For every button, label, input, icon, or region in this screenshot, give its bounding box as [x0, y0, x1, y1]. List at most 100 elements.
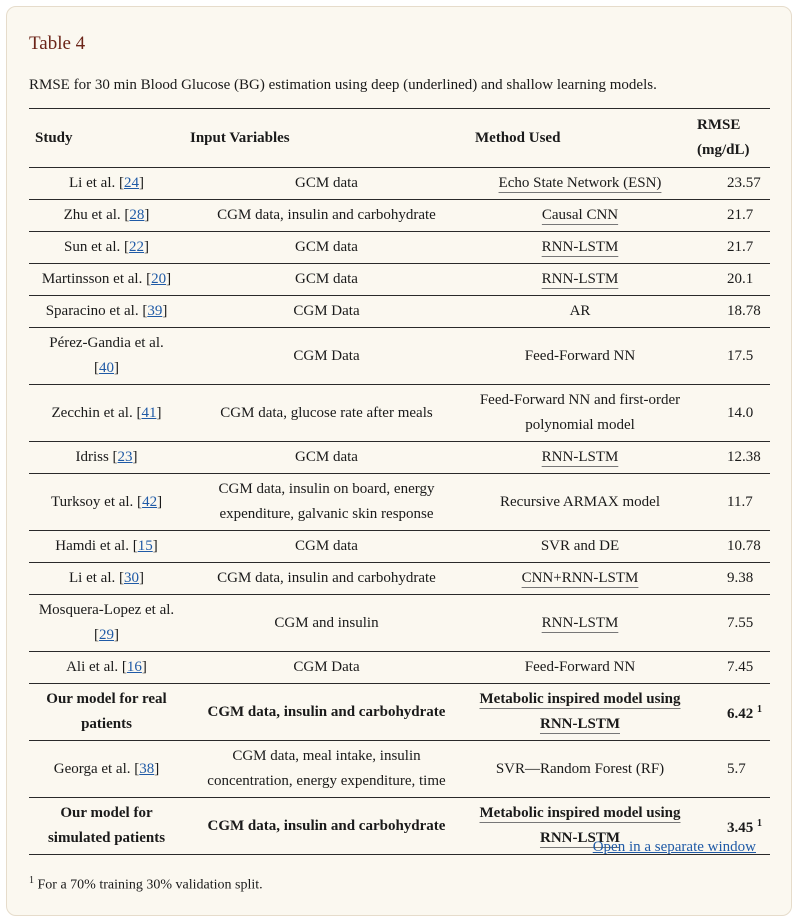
table-row: Sun et al. [22] GCM data RNN-LSTM 21.7 [29, 232, 770, 264]
input-cell: CGM data, meal intake, insulin concentra… [207, 748, 446, 789]
table-row: Zecchin et al. [41] CGM data, glucose ra… [29, 385, 770, 442]
table-row: Mosquera-Lopez et al. [29] CGM and insul… [29, 595, 770, 652]
input-cell: CGM and insulin [274, 614, 379, 631]
table-row: Hamdi et al. [15] CGM data SVR and DE 10… [29, 531, 770, 563]
input-cell: GCM data [295, 175, 358, 191]
reference-link[interactable]: 38 [139, 760, 155, 777]
study-cell: Hamdi et al. [15] [55, 538, 158, 554]
table-row: Pérez-Gandia et al. [40] CGM Data Feed-F… [29, 328, 770, 385]
study-cell: Turksoy et al. [42] [50, 493, 163, 510]
study-cell: Georga et al. [38] [53, 760, 160, 777]
table-caption: RMSE for 30 min Blood Glucose (BG) estim… [29, 77, 657, 93]
reference-link[interactable]: 16 [126, 659, 142, 675]
header-input: Input Variables [190, 129, 290, 146]
input-cell: CGM Data [293, 347, 360, 364]
input-cell: CGM data, insulin and carbohydrate [207, 817, 446, 834]
reference-link[interactable]: 22 [129, 239, 144, 255]
table-row-highlight: Our model for simulated patients CGM dat… [29, 798, 770, 855]
study-cell: Li et al. [30] [69, 570, 144, 586]
input-cell: CGM Data [293, 659, 360, 675]
reference-link[interactable]: 15 [137, 538, 153, 554]
table-row: Georga et al. [38] CGM data, meal intake… [29, 741, 770, 798]
header-study: Study [35, 129, 73, 146]
reference-link[interactable]: 42 [142, 493, 158, 510]
reference-link[interactable]: 20 [151, 271, 167, 287]
study-cell: Our model for simulated patients [47, 805, 166, 846]
header-method: Method Used [475, 129, 561, 146]
method-cell: Feed-Forward NN [524, 659, 636, 675]
study-cell: Li et al. [24] [69, 175, 144, 191]
method-cell: Feed-Forward NN and first-order polynomi… [479, 392, 681, 433]
table-row: Li et al. [30] CGM data, insulin and car… [29, 563, 770, 595]
table-row: Sparacino et al. [39] CGM Data AR 18.78 [29, 296, 770, 328]
reference-link[interactable]: 39 [147, 303, 163, 319]
method-cell: RNN-LSTM [541, 449, 619, 465]
method-cell: Recursive ARMAX model [500, 493, 660, 510]
open-separate-window-link[interactable]: Open in a separate window [592, 839, 756, 855]
study-cell: Martinsson et al. [20] [41, 271, 172, 287]
method-cell: Echo State Network (ESN) [498, 175, 662, 191]
rmse-cell: 23.57 [727, 175, 761, 191]
rmse-cell: 21.7 [727, 207, 754, 223]
study-cell: Sparacino et al. [39] [45, 303, 168, 319]
study-cell: Our model for real patients [46, 691, 167, 732]
input-cell: GCM data [295, 271, 358, 287]
rmse-cell: 3.45 1 [727, 818, 762, 836]
rmse-cell: 6.42 1 [727, 704, 762, 722]
study-cell: Idriss [23] [75, 449, 138, 465]
input-cell: CGM data, insulin and carbohydrate [217, 207, 436, 223]
study-cell: Pérez-Gandia et al. [40] [49, 335, 164, 376]
input-cell: CGM data, insulin and carbohydrate [207, 703, 446, 720]
reference-link[interactable]: 28 [129, 207, 145, 223]
input-cell: CGM data, glucose rate after meals [220, 404, 433, 421]
method-cell: RNN-LSTM [541, 239, 619, 255]
method-cell: AR [569, 303, 591, 319]
method-cell: SVR—Random Forest (RF) [495, 760, 665, 777]
input-cell: CGM Data [293, 303, 360, 319]
input-cell: CGM data, insulin on board, energy expen… [218, 481, 435, 522]
study-cell: Sun et al. [22] [64, 239, 149, 255]
table-row: Martinsson et al. [20] GCM data RNN-LSTM… [29, 264, 770, 296]
reference-link[interactable]: 24 [123, 175, 139, 191]
rmse-cell: 18.78 [727, 303, 761, 319]
method-cell: RNN-LSTM [541, 271, 619, 287]
method-cell: Feed-Forward NN [524, 347, 636, 364]
header-row: Study Input Variables Method Used RMSE (m… [29, 108, 770, 168]
reference-link[interactable]: 41 [141, 404, 157, 421]
rmse-cell: 17.5 [727, 347, 754, 364]
method-cell: Causal CNN [541, 207, 619, 223]
rmse-cell: 11.7 [727, 493, 753, 510]
table-title: Table 4 [29, 33, 86, 54]
input-cell: GCM data [295, 449, 358, 465]
footnote: 1 For a 70% training 30% validation spli… [29, 875, 263, 893]
rmse-cell: 20.1 [727, 271, 754, 287]
rmse-cell: 7.45 [727, 659, 754, 675]
method-cell: Metabolic inspired model using RNN-LSTM [479, 691, 681, 732]
table-row: Idriss [23] GCM data RNN-LSTM 12.38 [29, 442, 770, 474]
table-row-highlight: Our model for real patients CGM data, in… [29, 684, 770, 741]
rmse-table: Study Input Variables Method Used RMSE (m… [29, 108, 770, 855]
table-row: Li et al. [24] GCM data Echo State Netwo… [29, 168, 770, 200]
table-row: Ali et al. [16] CGM Data Feed-Forward NN… [29, 652, 770, 684]
header-rmse: RMSE (mg/dL) [697, 117, 750, 158]
study-cell: Zecchin et al. [41] [51, 404, 162, 421]
study-cell: Zhu et al. [28] [63, 207, 150, 223]
method-cell: RNN-LSTM [541, 614, 619, 631]
study-cell: Mosquera-Lopez et al. [29] [38, 602, 175, 643]
input-cell: CGM data [295, 538, 358, 554]
rmse-cell: 7.55 [727, 614, 754, 631]
input-cell: GCM data [295, 239, 358, 255]
reference-link[interactable]: 29 [99, 627, 114, 643]
input-cell: CGM data, insulin and carbohydrate [217, 570, 436, 586]
table-panel: Table 4 RMSE for 30 min Blood Glucose (B… [6, 6, 792, 916]
method-cell: SVR and DE [540, 538, 620, 554]
rmse-cell: 14.0 [727, 404, 754, 421]
reference-link[interactable]: 40 [99, 360, 114, 376]
rmse-cell: 12.38 [727, 449, 761, 465]
study-cell: Ali et al. [16] [66, 659, 147, 675]
rmse-cell: 5.7 [727, 760, 746, 777]
reference-link[interactable]: 23 [117, 449, 133, 465]
method-cell: Metabolic inspired model using RNN-LSTM [479, 805, 681, 846]
method-cell: CNN+RNN-LSTM [521, 570, 639, 586]
reference-link[interactable]: 30 [123, 570, 139, 586]
